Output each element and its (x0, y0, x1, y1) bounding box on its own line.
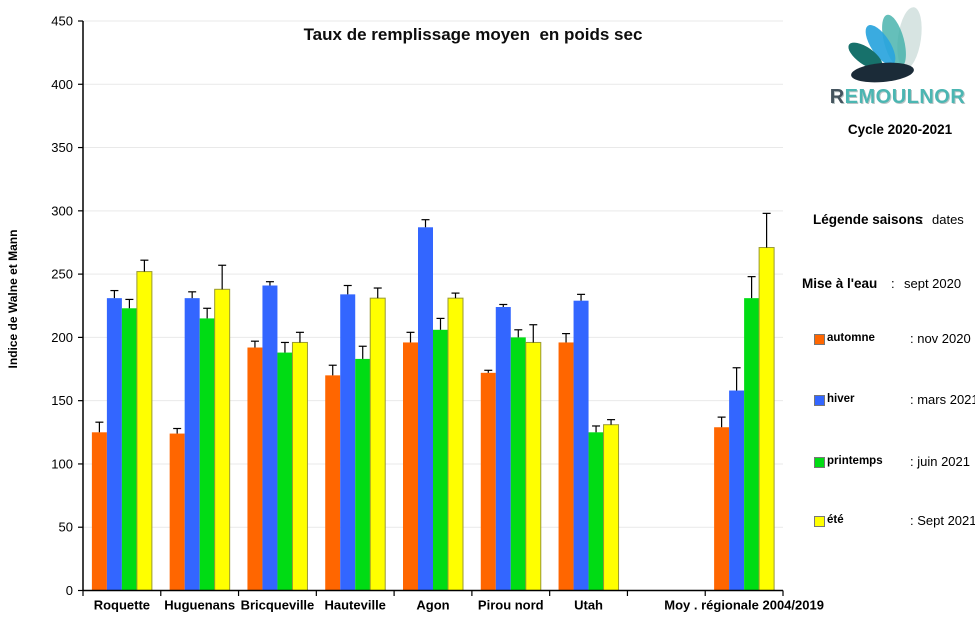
bar-hiver (573, 300, 589, 591)
bar-hiver (340, 294, 356, 591)
sidebar: REMOULNOR Cycle 2020-2021 Légende saison… (790, 0, 975, 635)
legend-label: printemps (827, 455, 883, 467)
legend-label: été (827, 514, 844, 526)
legend-item-ete: été : Sept 2021 (790, 513, 975, 528)
automne-swatch-icon (814, 334, 825, 345)
bar-printemps (744, 298, 760, 591)
legend-date: : nov 2020 (910, 331, 971, 346)
printemps-swatch-icon (814, 457, 825, 468)
bar-été (369, 297, 386, 591)
legend-item-automne: automne : nov 2020 (790, 331, 975, 346)
y-tick-label: 400 (51, 77, 73, 92)
legend-heading-value: dates (932, 212, 964, 227)
bar-hiver (418, 227, 433, 591)
x-category-label: Roquette (94, 598, 150, 613)
bar-automne (247, 347, 263, 591)
bar-automne (325, 375, 341, 591)
cycle-label: Cycle 2020-2021 (847, 122, 953, 137)
bar-printemps (355, 358, 371, 591)
bar-printemps (199, 318, 215, 591)
remoulnor-logo (838, 5, 958, 90)
legend-heading-label: Légende saisons (813, 212, 923, 227)
bar-automne (169, 433, 185, 591)
bar-printemps (588, 432, 604, 591)
x-category-label: Moy . régionale 2004/2019 (664, 598, 824, 613)
y-tick-label: 250 (51, 267, 73, 282)
y-tick-label: 200 (51, 330, 73, 345)
legend-date: : juin 2021 (910, 454, 970, 469)
ete-swatch-icon (814, 516, 825, 527)
bar-automne (91, 432, 107, 591)
bar-automne (714, 427, 730, 591)
y-tick-label: 0 (66, 583, 73, 598)
bar-automne (558, 342, 574, 591)
x-category-label: Pirou nord (478, 598, 544, 613)
y-tick-label: 50 (59, 520, 73, 535)
y-tick-label: 300 (51, 203, 73, 218)
x-category-label: Hauteville (325, 598, 386, 613)
bar-printemps (433, 329, 448, 591)
bar-hiver (106, 298, 122, 591)
y-tick-label: 350 (51, 140, 73, 155)
legend-label: automne (827, 332, 875, 344)
logo-letter-r: R (829, 86, 845, 108)
bar-printemps (277, 352, 293, 591)
bar-été (214, 288, 231, 591)
y-axis-title: Indice de Walne et Mann (6, 229, 20, 369)
logo-mussel-shell-icon (850, 60, 915, 85)
bar-été (136, 271, 153, 591)
bar-hiver (262, 285, 278, 591)
x-category-label: Agon (416, 598, 449, 613)
x-category-label: Huguenans (164, 598, 235, 613)
bar-automne (480, 372, 496, 591)
bar-été (291, 341, 308, 591)
bar-été (525, 341, 542, 591)
y-tick-label: 100 (51, 456, 73, 471)
bar-automne (403, 342, 418, 591)
legend-date: : mars 2021 (910, 392, 975, 407)
bar-printemps (121, 308, 137, 591)
legend-item-hiver: hiver : mars 2021 (790, 392, 975, 407)
legend-date: : Sept 2021 (910, 513, 975, 528)
bar-été (447, 297, 464, 591)
bar-été (758, 247, 775, 591)
legend-heading-separator: : (920, 212, 924, 227)
mise-a-leau-value: sept 2020 (904, 276, 962, 291)
logo-wordmark: REMOULNOR (820, 86, 975, 109)
bar-été (603, 424, 620, 591)
mise-a-leau-separator: : (891, 276, 895, 291)
x-category-label: Utah (574, 598, 603, 613)
bar-hiver (729, 390, 745, 591)
mise-a-leau-label: Mise à l'eau (802, 276, 878, 291)
bar-hiver (184, 298, 200, 591)
bar-hiver (495, 307, 511, 591)
legend-label: hiver (827, 393, 855, 405)
hiver-swatch-icon (814, 395, 825, 406)
y-tick-label: 150 (51, 393, 73, 408)
y-tick-label: 450 (51, 14, 73, 29)
chart-title: Taux de remplissage moyen en poids sec (303, 25, 643, 44)
logo-rest: EMOULNOR (844, 86, 966, 108)
x-category-label: Bricqueville (241, 598, 315, 613)
legend-item-printemps: printemps : juin 2021 (790, 454, 975, 469)
bar-printemps (510, 337, 526, 591)
